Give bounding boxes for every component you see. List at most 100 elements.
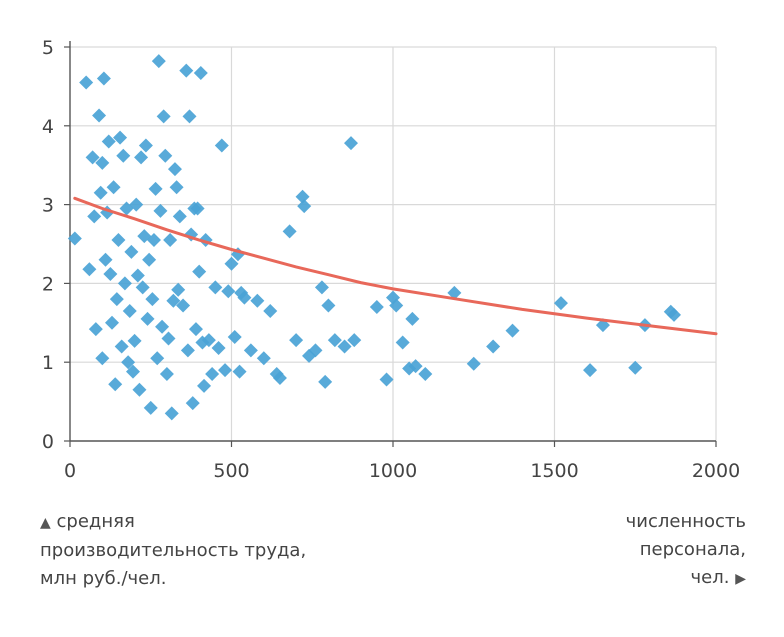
x-tick-label: 0 (64, 460, 76, 482)
data-point (88, 322, 103, 337)
data-point (344, 136, 359, 151)
trend-line-group (73, 196, 718, 336)
y-tick-label: 3 (42, 195, 54, 217)
x-tick-label: 2000 (692, 460, 740, 482)
data-point (179, 63, 194, 78)
data-point (106, 180, 121, 195)
x-tick-label: 1500 (530, 460, 578, 482)
data-point (379, 372, 394, 387)
data-point (314, 280, 329, 295)
data-point (250, 293, 265, 308)
data-point (116, 148, 131, 163)
data-point (197, 378, 212, 393)
scatter-chart: 0 1 2 3 4 5 0 500 1000 1500 2000 (42, 37, 740, 482)
data-point (190, 201, 205, 216)
data-point (583, 363, 598, 378)
data-point (553, 296, 568, 311)
data-point (124, 244, 139, 259)
data-point (182, 109, 197, 124)
data-point (201, 333, 216, 348)
data-point (130, 268, 145, 283)
data-point (327, 333, 342, 348)
data-point (158, 148, 173, 163)
data-point (132, 382, 147, 397)
data-point (79, 75, 94, 90)
data-point (337, 339, 352, 354)
axes (64, 41, 717, 447)
data-point (138, 138, 153, 153)
y-tick-label: 0 (42, 431, 54, 453)
data-point (321, 298, 336, 313)
data-point (95, 155, 110, 170)
data-point (148, 181, 163, 196)
data-point (122, 303, 137, 318)
data-point (95, 351, 110, 366)
y-axis-title: средняя производительность труда, млн ру… (40, 511, 307, 589)
data-point (232, 364, 247, 379)
data-point (218, 363, 233, 378)
data-point (208, 280, 223, 295)
data-point (98, 252, 113, 267)
data-point (113, 130, 128, 145)
data-point (185, 396, 200, 411)
data-point (166, 293, 181, 308)
data-point (272, 370, 287, 385)
data-points (67, 54, 682, 421)
data-point (628, 360, 643, 375)
data-point (176, 298, 191, 313)
data-point (243, 343, 258, 358)
data-point (318, 374, 333, 389)
data-point (466, 356, 481, 371)
y-tick-label: 4 (42, 116, 54, 138)
data-point (237, 290, 252, 305)
data-point (486, 339, 501, 354)
data-point (405, 311, 420, 326)
data-point (103, 266, 118, 281)
data-point (142, 252, 157, 267)
data-point (109, 292, 124, 307)
data-point (389, 298, 404, 313)
data-point (127, 333, 142, 348)
data-point (155, 319, 170, 334)
data-point (135, 280, 150, 295)
data-point (221, 284, 236, 299)
y-axis-legend: ▲ средняя производительность труда, млн … (40, 508, 306, 593)
data-point (145, 292, 160, 307)
data-point (227, 329, 242, 344)
data-point (93, 185, 108, 200)
data-point (146, 233, 161, 248)
data-point (134, 150, 149, 165)
data-point (505, 323, 520, 338)
data-point (282, 224, 297, 239)
data-point (205, 367, 220, 382)
y-tick-label: 2 (42, 273, 54, 295)
data-point (164, 406, 179, 421)
data-point (667, 307, 682, 322)
trend-line (73, 196, 718, 336)
data-point (156, 109, 171, 124)
x-axis-title: численность персонала, чел. (625, 511, 746, 588)
data-point (263, 303, 278, 318)
x-tick-label: 1000 (369, 460, 417, 482)
data-point (117, 276, 132, 291)
data-point (150, 351, 165, 366)
data-point (192, 264, 207, 279)
data-point (224, 256, 239, 271)
grid (70, 46, 717, 441)
data-point (289, 333, 304, 348)
triangle-right-icon: ▶ (735, 571, 746, 587)
data-point (180, 343, 195, 358)
y-tick-label: 1 (42, 352, 54, 374)
data-point (121, 355, 136, 370)
data-point (214, 138, 229, 153)
data-point (151, 54, 166, 69)
data-point (297, 199, 312, 214)
data-point (101, 134, 116, 149)
y-tick-label: 5 (42, 37, 54, 59)
data-point (108, 377, 123, 392)
data-point (129, 197, 144, 212)
data-point (82, 262, 97, 277)
tick-labels: 0 1 2 3 4 5 0 500 1000 1500 2000 (42, 37, 740, 482)
data-point (143, 400, 158, 415)
data-point (211, 341, 226, 356)
